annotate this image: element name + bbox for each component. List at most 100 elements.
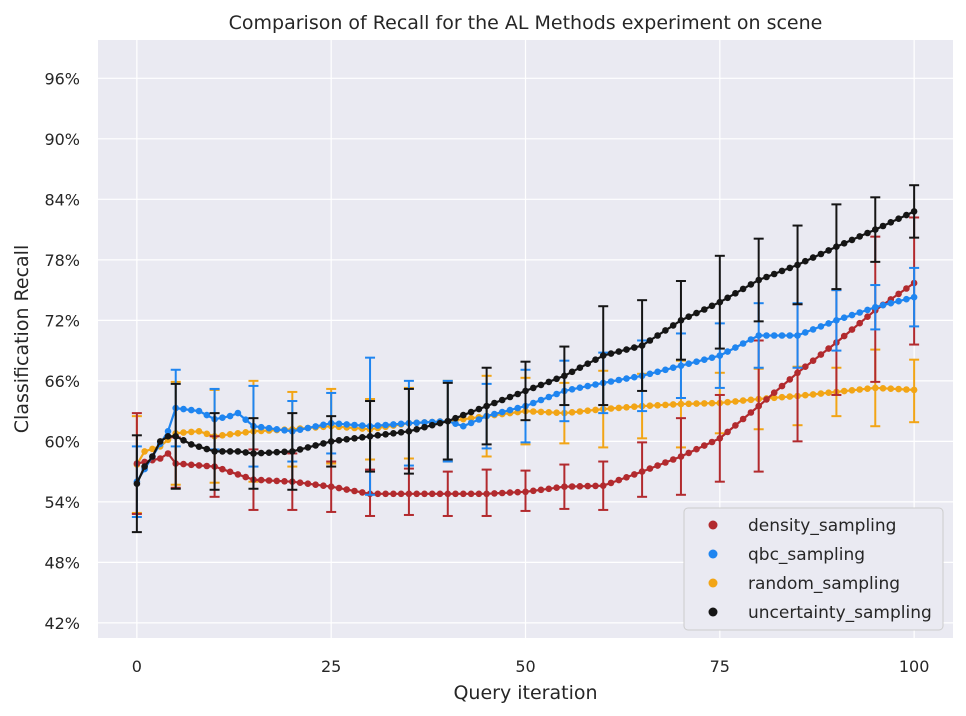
data-point-uncertainty <box>156 438 164 445</box>
data-point-random <box>724 398 731 406</box>
data-point-density <box>444 490 452 498</box>
data-point-qbc <box>716 352 724 359</box>
data-point-qbc <box>553 390 560 398</box>
data-point-qbc <box>467 419 475 427</box>
data-point-random <box>809 391 817 398</box>
data-point-random <box>180 429 187 436</box>
data-point-uncertainty <box>483 402 490 410</box>
data-point-random <box>747 396 755 404</box>
data-point-qbc <box>770 332 778 339</box>
data-point-density <box>327 483 335 491</box>
legend-label-density: density_sampling <box>748 516 896 536</box>
data-point-random <box>856 386 863 393</box>
data-point-random <box>226 431 234 438</box>
data-point-density <box>864 313 871 321</box>
data-point-density <box>677 453 685 460</box>
data-point-density <box>840 332 848 340</box>
data-point-uncertainty <box>219 448 226 455</box>
data-point-random <box>537 408 545 416</box>
data-point-qbc <box>452 420 459 428</box>
data-point-density <box>475 490 483 498</box>
data-point-qbc <box>576 384 584 392</box>
data-point-density <box>662 459 669 466</box>
data-point-density <box>755 402 762 410</box>
data-point-density <box>693 445 700 453</box>
data-point-density <box>405 490 413 498</box>
data-point-qbc <box>257 423 265 431</box>
data-point-density <box>825 345 832 352</box>
data-point-random <box>646 402 654 410</box>
data-point-density <box>592 482 599 490</box>
data-point-uncertainty <box>405 428 413 435</box>
data-point-uncertainty <box>397 429 405 436</box>
data-point-random <box>848 387 856 394</box>
data-point-uncertainty <box>413 426 421 433</box>
data-point-qbc <box>693 358 700 366</box>
y-ticks: 42% 48% 54% 60% 66% 72% 78% 84% 90% 96% <box>44 69 80 633</box>
data-point-uncertainty <box>662 327 669 334</box>
data-point-uncertainty <box>530 384 537 392</box>
data-point-random <box>693 400 700 407</box>
data-point-uncertainty <box>669 322 677 329</box>
data-point-uncertainty <box>506 393 514 401</box>
data-point-qbc <box>219 414 226 422</box>
data-point-uncertainty <box>514 390 521 398</box>
data-point-random <box>817 390 825 397</box>
data-point-uncertainty <box>872 226 879 233</box>
data-point-uncertainty <box>545 378 553 386</box>
y-tick-label: 66% <box>44 372 80 391</box>
data-point-density <box>646 465 654 472</box>
data-point-random <box>669 401 677 408</box>
data-point-uncertainty <box>257 449 265 457</box>
data-point-qbc <box>312 423 319 430</box>
data-point-random <box>631 403 638 411</box>
data-point-qbc <box>662 366 669 374</box>
x-tick-label: 75 <box>710 657 730 676</box>
data-point-random <box>203 430 211 438</box>
data-point-qbc <box>708 354 716 362</box>
data-point-density <box>763 396 770 403</box>
data-point-uncertainty <box>654 332 661 339</box>
data-point-qbc <box>895 297 902 305</box>
data-point-uncertainty <box>359 434 366 441</box>
data-point-qbc <box>265 424 273 432</box>
y-tick-label: 54% <box>44 493 80 512</box>
data-point-density <box>436 490 444 498</box>
data-point-density <box>265 477 273 484</box>
x-tick-label: 25 <box>321 657 341 676</box>
data-point-uncertainty <box>778 267 786 275</box>
data-point-density <box>522 488 529 496</box>
data-point-uncertainty <box>615 348 623 355</box>
data-point-uncertainty <box>498 396 506 404</box>
data-point-qbc <box>397 420 405 428</box>
data-point-uncertainty <box>421 423 428 431</box>
data-point-density <box>638 468 646 475</box>
data-point-density <box>685 449 692 457</box>
data-point-random <box>708 399 716 407</box>
y-tick-label: 78% <box>44 251 80 270</box>
data-point-density <box>607 479 615 487</box>
data-point-density <box>180 460 187 468</box>
data-point-uncertainty <box>390 430 397 437</box>
data-point-density <box>770 389 778 397</box>
data-point-qbc <box>669 364 677 372</box>
data-point-qbc <box>475 416 483 423</box>
data-point-random <box>584 407 591 415</box>
data-point-uncertainty <box>436 419 444 427</box>
data-point-qbc <box>794 332 801 339</box>
data-point-random <box>662 401 669 409</box>
data-point-uncertainty <box>576 364 584 372</box>
data-point-qbc <box>872 303 879 311</box>
y-tick-label: 96% <box>44 69 80 88</box>
data-point-qbc <box>879 301 887 309</box>
legend-marker-density <box>708 520 718 530</box>
data-point-qbc <box>296 426 304 434</box>
data-point-uncertainty <box>522 387 529 395</box>
data-point-qbc <box>592 381 599 388</box>
data-point-uncertainty <box>382 431 389 438</box>
y-axis-label: Classification Recall <box>11 245 33 433</box>
data-point-density <box>669 456 677 463</box>
data-point-qbc <box>180 405 187 413</box>
data-point-density <box>156 455 164 462</box>
